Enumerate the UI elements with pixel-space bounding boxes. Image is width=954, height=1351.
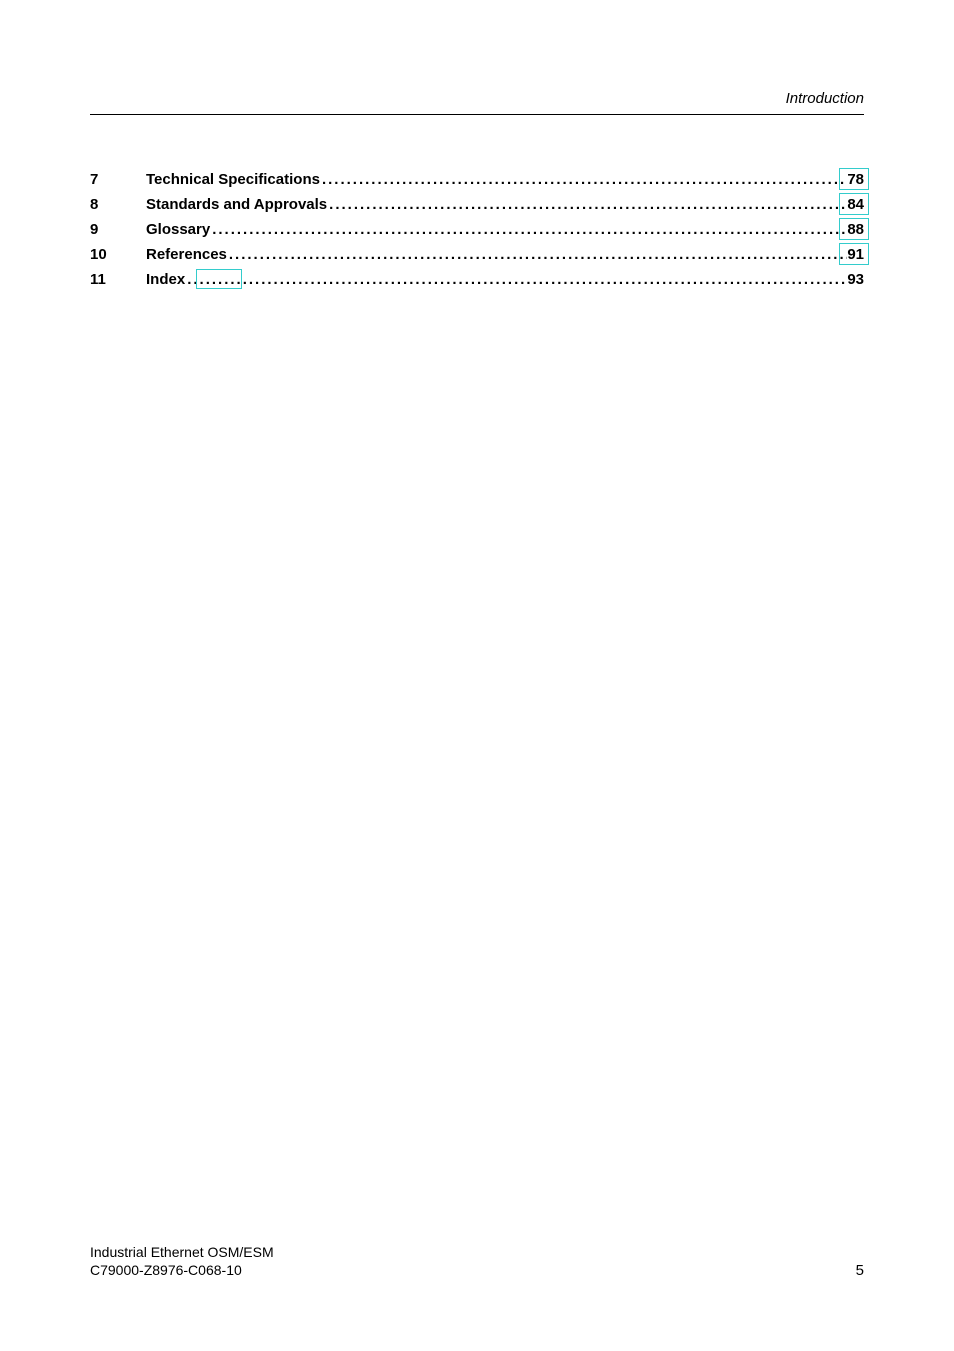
footer-line-1: Industrial Ethernet OSM/ESM [90, 1243, 274, 1261]
toc-entry-page: 78 [847, 171, 864, 188]
toc-dot-leader [210, 221, 847, 238]
toc-entry: 9 Glossary 88 [90, 221, 864, 238]
header-section-title: Introduction [786, 90, 864, 107]
toc-entry-title: Glossary [146, 221, 210, 238]
toc-entry-title: Index [146, 271, 185, 288]
toc-entry-title-text: Index [146, 271, 185, 288]
toc-entry-page: 84 [847, 196, 864, 213]
page-header: Introduction [90, 90, 864, 115]
page-container: Introduction 7 Technical Specifications … [0, 0, 954, 1351]
toc-dot-leader [185, 271, 847, 288]
footer-page-number: 5 [856, 1262, 864, 1279]
toc-entry-number: 11 [90, 271, 146, 288]
toc-entry-number: 10 [90, 246, 146, 263]
toc-entry-number: 8 [90, 196, 146, 213]
toc-list: 7 Technical Specifications 78 8 Standard… [90, 171, 864, 288]
page-footer: Industrial Ethernet OSM/ESM C79000-Z8976… [90, 1243, 864, 1279]
toc-entry-number: 9 [90, 221, 146, 238]
toc-page-link[interactable]: 91 [847, 246, 864, 263]
toc-entry: 8 Standards and Approvals 84 [90, 196, 864, 213]
toc-entry-page: 91 [847, 246, 864, 263]
footer-line-2: C79000-Z8976-C068-10 [90, 1261, 274, 1279]
toc-entry-title: Technical Specifications [146, 171, 320, 188]
toc-dot-leader [320, 171, 847, 188]
toc-entry: 7 Technical Specifications 78 [90, 171, 864, 188]
toc-entry-title: Standards and Approvals [146, 196, 327, 213]
toc-entry: 10 References 91 [90, 246, 864, 263]
toc-page-link[interactable]: 84 [847, 196, 864, 213]
toc-dot-leader [327, 196, 847, 213]
toc-entry-number: 7 [90, 171, 146, 188]
toc-entry-title: References [146, 246, 227, 263]
toc-entry: 11 Index 93 [90, 271, 864, 288]
toc-entry-page: 93 [847, 271, 864, 288]
toc-page-link[interactable]: 93 [847, 271, 864, 288]
toc-page-link[interactable]: 78 [847, 171, 864, 188]
toc-page-link[interactable]: 88 [847, 221, 864, 238]
toc-dot-leader [227, 246, 847, 263]
footer-doc-info: Industrial Ethernet OSM/ESM C79000-Z8976… [90, 1243, 274, 1279]
toc-entry-page: 88 [847, 221, 864, 238]
